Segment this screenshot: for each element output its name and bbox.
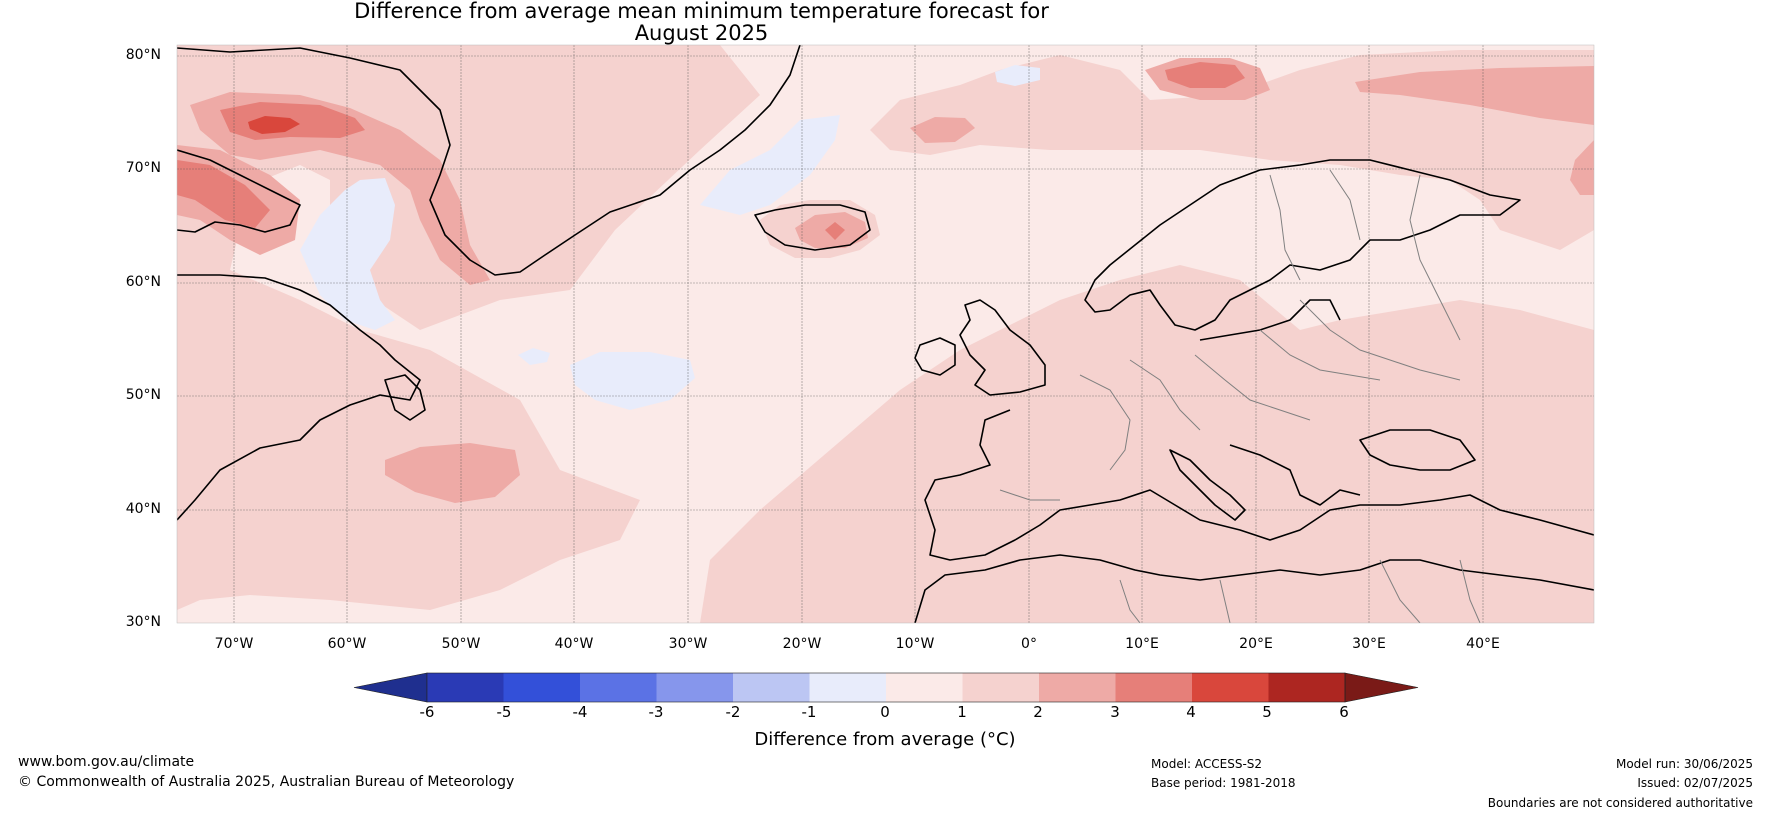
lon-label: 50°W — [441, 636, 481, 652]
lon-label: 30°E — [1352, 636, 1386, 652]
colorbar-segment — [656, 673, 734, 702]
colorbar-segment — [580, 673, 657, 702]
lat-label: 30°N — [125, 614, 161, 630]
colorbar-tick-label: 0 — [880, 703, 890, 721]
lon-label: 0° — [1021, 636, 1037, 652]
map-field — [177, 45, 1594, 623]
colorbar-segment — [1192, 673, 1269, 702]
colorbar-extend-low-arrow — [353, 672, 428, 703]
coast-britain — [959, 299, 1046, 396]
colorbar-tick-label: 3 — [1110, 703, 1120, 721]
anomaly-2-3-greenland-west — [190, 92, 490, 285]
anomaly-cool-small-patch — [518, 348, 550, 365]
lat-label: 80°N — [125, 47, 161, 63]
coast-europe — [924, 409, 1594, 561]
lon-label: 70°W — [214, 636, 254, 652]
lat-label: 40°N — [125, 501, 161, 517]
coast-baltic — [1199, 299, 1341, 341]
footer-disclaimer: Boundaries are not considered authoritat… — [1487, 796, 1753, 810]
coast-balkans — [1229, 444, 1361, 506]
coast-baffin — [177, 149, 301, 233]
anomaly-3-4-iceland — [825, 222, 845, 240]
lon-label: 10°E — [1125, 636, 1159, 652]
anomaly-3-4-baffin — [177, 160, 270, 228]
colorbar — [353, 672, 1419, 703]
anomaly-2-3-norwegian — [910, 117, 975, 143]
colorbar-tick-label: 5 — [1262, 703, 1272, 721]
footer-copyright: © Commonwealth of Australia 2025, Austra… — [18, 774, 515, 790]
colorbar-tick-label: -2 — [725, 703, 741, 721]
colorbar-segment — [503, 673, 581, 702]
coast-scandinavia — [1084, 159, 1521, 331]
lon-label: 30°W — [668, 636, 708, 652]
anomaly-1-2-west-atlantic — [177, 270, 640, 610]
colorbar-segment — [1115, 673, 1193, 702]
anomaly-1-2-east-atlantic-europe — [700, 265, 1594, 623]
anomaly-cool-denmark-strait — [700, 115, 840, 215]
colorbar-tick-label: 4 — [1186, 703, 1196, 721]
colorbar-tick-label: -1 — [801, 703, 817, 721]
graticule — [177, 45, 1594, 623]
coast-labrador — [177, 274, 421, 521]
coast-black-sea — [1359, 429, 1476, 471]
lat-label: 70°N — [125, 160, 161, 176]
coast-ireland — [914, 337, 956, 376]
colorbar-segment — [809, 673, 887, 702]
lat-label: 50°N — [125, 387, 161, 403]
coast-greenland — [177, 45, 801, 276]
lon-label: 40°E — [1466, 636, 1500, 652]
footer-model: Model: ACCESS-S2 — [1151, 757, 1263, 771]
colorbar-segment — [1039, 673, 1116, 702]
coast-italy — [1169, 449, 1246, 521]
lat-label: 60°N — [125, 274, 161, 290]
anomaly-2-3-east-edge — [1570, 140, 1594, 195]
colorbar-frame — [426, 672, 1346, 703]
chart-title-line-1: Difference from average mean minimum tem… — [354, 0, 1049, 23]
lon-label: 20°W — [782, 636, 822, 652]
footer-url: www.bom.gov.au/climate — [18, 754, 195, 770]
lon-label: 40°W — [554, 636, 594, 652]
colorbar-tick-label: 2 — [1033, 703, 1043, 721]
anomaly-2-3-newfoundland — [385, 443, 520, 503]
colorbar-segment — [733, 673, 810, 702]
footer-model-run: Model run: 30/06/2025 — [1615, 757, 1753, 771]
coast-newfoundland — [384, 374, 426, 421]
lon-label: 10°W — [895, 636, 935, 652]
anomaly-cool-mid-atlantic — [570, 352, 695, 410]
colorbar-segment — [427, 673, 504, 702]
colorbar-tick-label: -4 — [572, 703, 588, 721]
anomaly-1-2-north-sea-region — [870, 50, 1594, 250]
colorbar-tick-label: -3 — [648, 703, 664, 721]
colorbar-extend-high-arrow — [1344, 672, 1419, 703]
colorbar-segment — [962, 673, 1040, 702]
country-borders — [999, 169, 1481, 623]
colorbar-segment — [1268, 673, 1346, 702]
coast-iceland — [754, 204, 871, 251]
anomaly-4-5-greenland — [248, 116, 300, 134]
anomaly-3-4-svalbard — [1165, 62, 1245, 88]
colorbar-tick-label: -6 — [419, 703, 435, 721]
anomaly-cool-labrador — [300, 178, 395, 330]
chart-title-line-2: August 2025 — [634, 21, 769, 45]
lon-label: 20°E — [1239, 636, 1273, 652]
colorbar-segment — [886, 673, 963, 702]
colorbar-title: Difference from average (°C) — [754, 729, 1016, 750]
colorbar-tick-label: 6 — [1339, 703, 1349, 721]
map-frame — [176, 44, 1595, 624]
anomaly-2-3-barents — [1355, 66, 1594, 125]
coastlines — [177, 45, 1594, 623]
colorbar-tick-label: -5 — [496, 703, 512, 721]
footer-issued: Issued: 02/07/2025 — [1637, 776, 1753, 790]
footer-base-period: Base period: 1981-2018 — [1151, 776, 1296, 790]
coast-north-africa — [914, 554, 1594, 623]
lon-label: 60°W — [327, 636, 367, 652]
colorbar-tick-label: 1 — [957, 703, 967, 721]
